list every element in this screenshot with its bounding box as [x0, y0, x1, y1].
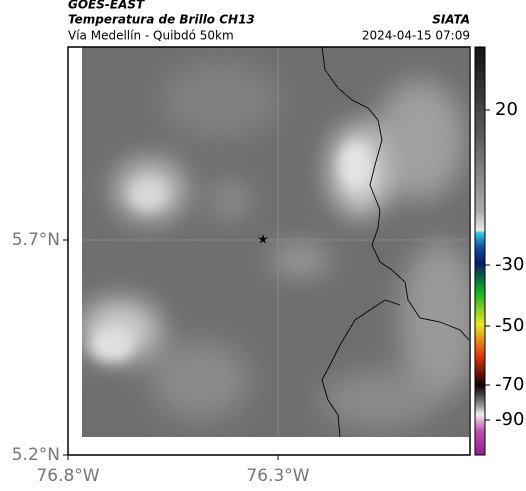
datetime: 2024-04-15 07:09 — [362, 29, 470, 43]
map-frame — [67, 46, 471, 456]
x-tick-label: 76.8°W — [36, 466, 99, 486]
title: Temperatura de Brillo CH13 — [68, 13, 255, 27]
satellite-name: GOES-EAST — [68, 0, 145, 12]
location-star: ★ — [257, 233, 269, 248]
colorbar — [474, 46, 486, 456]
x-tick-label: 76.3°W — [246, 466, 309, 486]
y-tick-label: 5.7°N — [12, 230, 60, 250]
satellite-image — [82, 47, 469, 437]
colorbar-tick-label: -30 — [495, 254, 524, 275]
colorbar-tick-label: -70 — [495, 374, 524, 395]
colorbar-tick-label: -90 — [495, 409, 524, 430]
colorbar-tick-label: 20 — [495, 99, 518, 120]
colorbar-tick-label: -50 — [495, 315, 524, 336]
y-tick-label: 5.2°N — [12, 445, 60, 465]
source: SIATA — [432, 13, 470, 27]
subtitle: Vía Medellín - Quibdó 50km — [68, 29, 234, 43]
